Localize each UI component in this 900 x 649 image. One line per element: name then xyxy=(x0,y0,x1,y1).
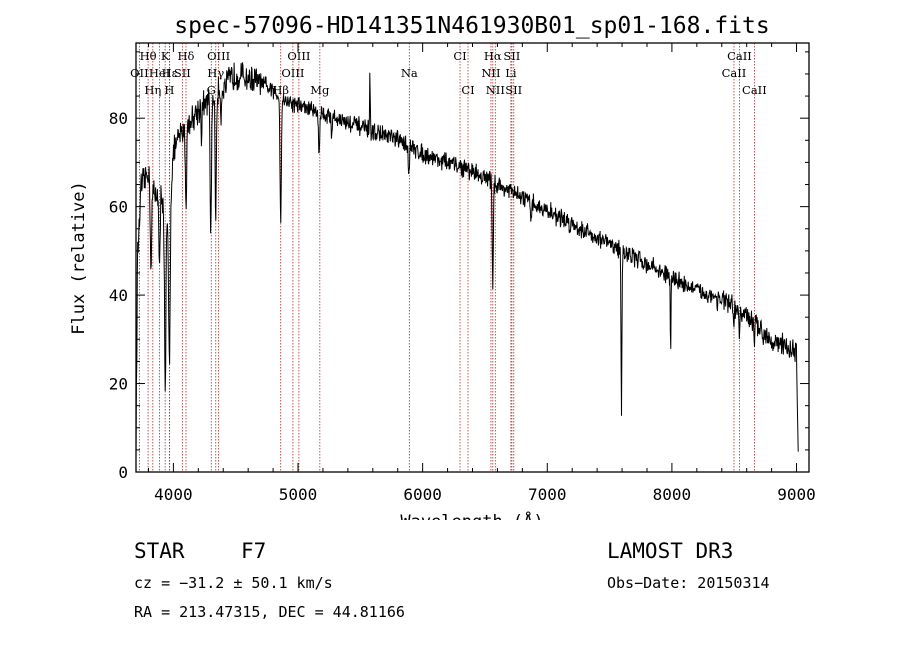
spectral-line-label: OIII xyxy=(287,49,310,63)
spectral-line-markers xyxy=(138,43,755,472)
spectral-line-label: Mg xyxy=(310,83,330,97)
spectral-line-label: CaII xyxy=(727,49,752,63)
spectral-line-label: H xyxy=(164,83,174,97)
spectral-line-label: CaII xyxy=(722,66,747,80)
spectral-line-label: SII xyxy=(505,83,522,97)
spectral-line-label: G xyxy=(207,83,216,97)
x-axis-label: Wavelength (Å) xyxy=(400,510,543,520)
spectrum-series-line xyxy=(135,62,799,458)
coords-text: RA = 213.47315, DEC = 44.81166 xyxy=(134,603,405,621)
spectral-line-label: NII xyxy=(481,66,500,80)
redshift-text: cz = −31.2 ± 50.1 km/s xyxy=(134,574,333,592)
spectral-line-label: HeI xyxy=(149,66,170,80)
spectral-line-label: K xyxy=(161,49,170,63)
spectral-line-label: OIII xyxy=(207,49,230,63)
survey-name: LAMOST DR3 xyxy=(607,539,734,563)
spectral-line-label: Hγ xyxy=(207,66,224,80)
spectral-line-label: OIII xyxy=(281,66,304,80)
y-tick-label: 60 xyxy=(109,198,128,217)
spectral-line-label: SII xyxy=(174,66,191,80)
y-tick-label: 20 xyxy=(109,375,128,394)
subclass: F7 xyxy=(241,539,267,563)
spectral-line-label: SII xyxy=(503,49,520,63)
spectral-line-label: Li xyxy=(505,66,517,80)
y-tick-label: 80 xyxy=(109,109,128,128)
spectral-line-label: CI xyxy=(453,49,466,63)
x-tick-label: 9000 xyxy=(777,485,816,504)
spectral-line-label: CaII xyxy=(742,83,767,97)
x-tick-label: 4000 xyxy=(154,485,193,504)
spectral-line-label: Na xyxy=(401,66,418,80)
spectral-line-label: Hβ xyxy=(272,83,289,97)
chart-title: spec-57096-HD141351N461930B01_sp01-168.f… xyxy=(174,13,769,39)
spectral-line-label: NII xyxy=(486,83,505,97)
x-tick-label: 8000 xyxy=(653,485,692,504)
x-tick-label: 6000 xyxy=(403,485,442,504)
x-tick-label: 7000 xyxy=(528,485,567,504)
spectral-line-label: CI xyxy=(461,83,474,97)
spectral-line-label: Hδ xyxy=(177,49,194,63)
y-tick-label: 40 xyxy=(109,286,128,305)
spectral-line-label: Hθ xyxy=(140,49,157,63)
spectral-line-label: Hη xyxy=(144,83,161,97)
plot-frame xyxy=(135,42,810,473)
obs-date-text: Obs−Date: 20150314 xyxy=(607,574,770,592)
spectral-line-label: Hε xyxy=(162,66,178,80)
y-tick-label: 0 xyxy=(118,463,128,482)
object-class: STAR xyxy=(134,539,185,563)
spectrum-chart: spec-57096-HD141351N461930B01_sp01-168.f… xyxy=(69,13,816,520)
spectral-line-label: Hα xyxy=(484,49,502,63)
y-axis-label: Flux (relative) xyxy=(69,181,89,335)
spectral-line-label: OII xyxy=(130,66,149,80)
y-axis: 0 20 40 60 80 xyxy=(109,51,809,482)
x-tick-label: 5000 xyxy=(279,485,318,504)
x-axis: 4000 5000 6000 7000 8000 9000 xyxy=(147,43,816,504)
